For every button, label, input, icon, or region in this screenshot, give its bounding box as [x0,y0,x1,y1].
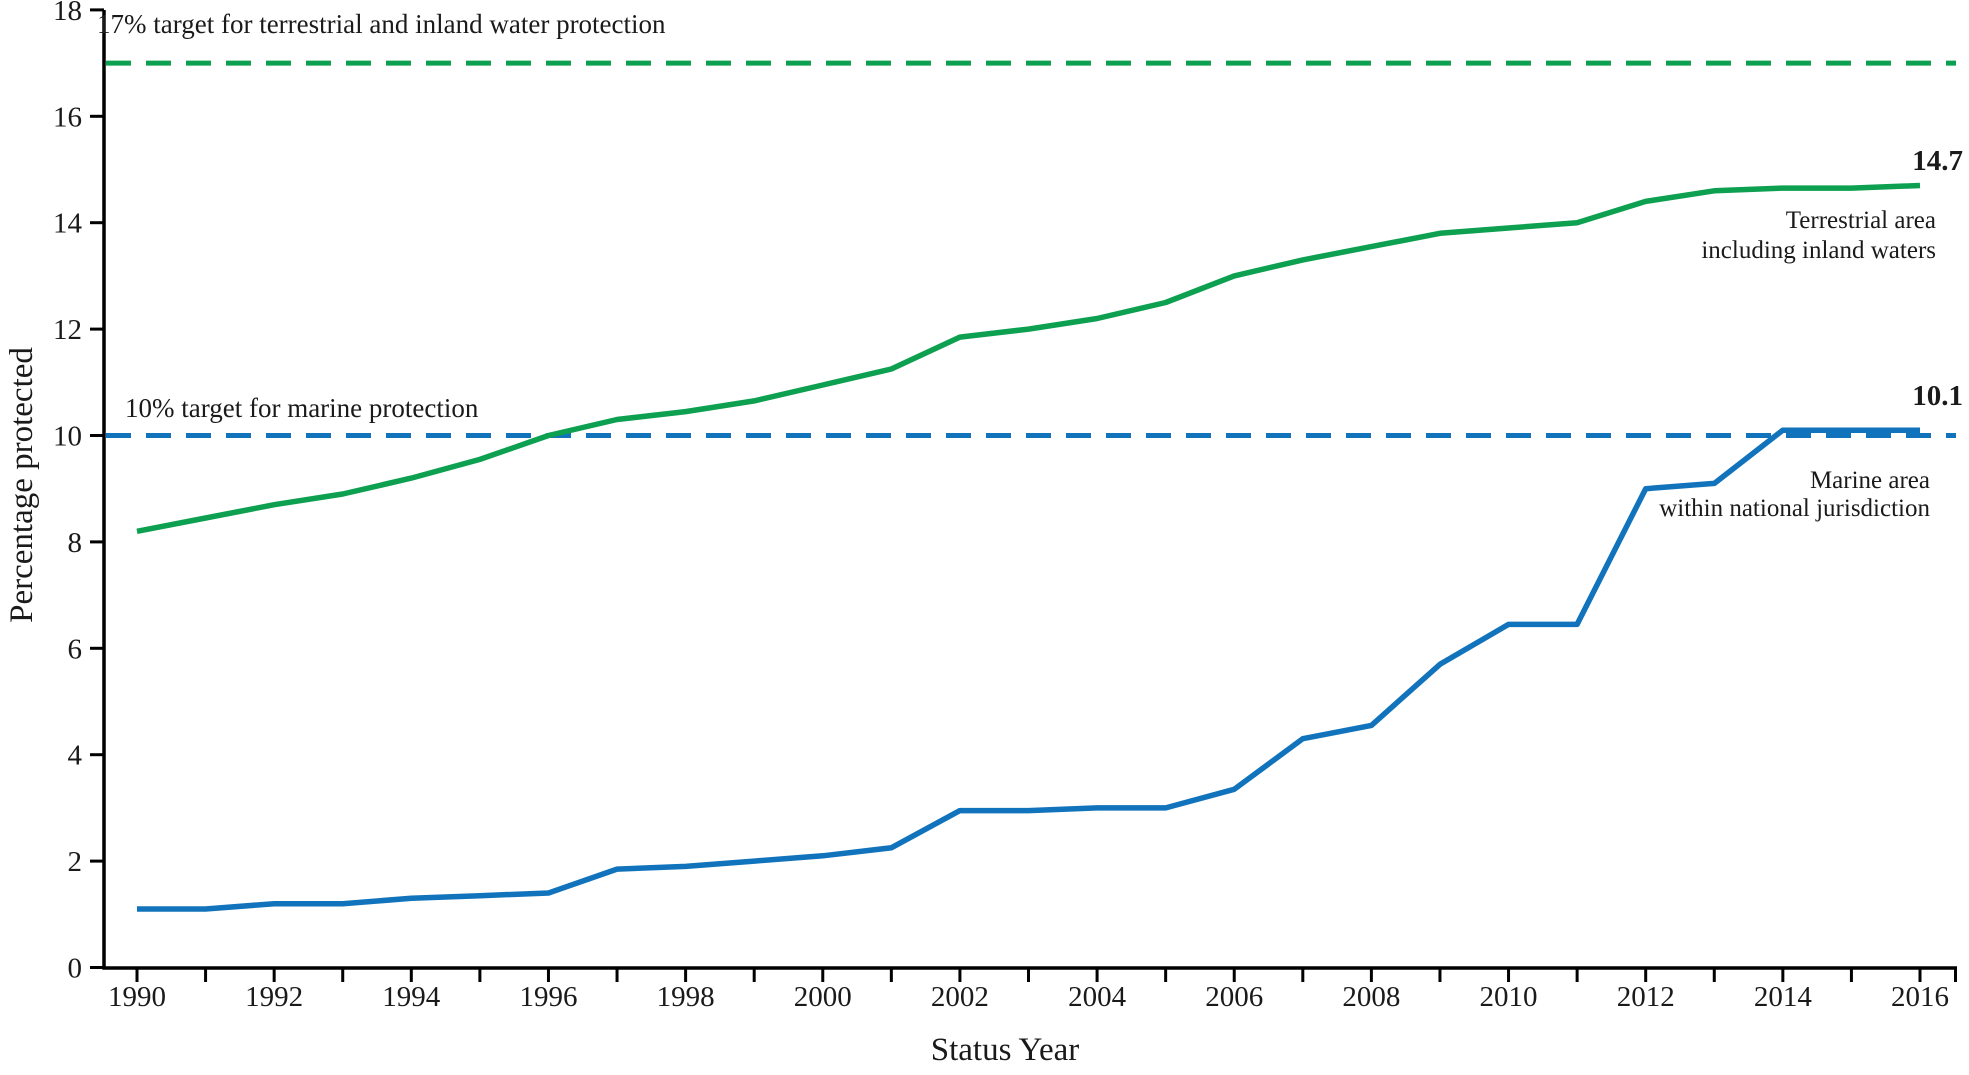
x-tick-label: 2006 [1205,981,1263,1013]
x-tick-label: 2004 [1068,981,1127,1013]
y-tick-label: 6 [68,633,83,665]
terrestrial-line [136,182,1921,534]
x-tick-label: 1994 [382,981,441,1013]
y-tick-label: 4 [68,740,83,772]
y-tick-label: 12 [53,314,82,346]
y-tick-label: 2 [68,846,83,878]
x-tick-label: 2000 [794,981,852,1013]
marine-line [137,427,1920,912]
marine-end-value: 10.1 [1912,380,1963,412]
x-tick-label: 2010 [1480,981,1538,1013]
marine-target-label: 10% target for marine protection [125,393,479,423]
x-tick-label: 2012 [1617,981,1675,1013]
x-tick-label: 2014 [1754,981,1813,1013]
terrestrial-end-value: 14.7 [1912,145,1963,177]
terrestrial-series-label-line2: including inland waters [1701,237,1936,264]
marine-series-label-line1: Marine area [1810,467,1930,494]
x-tick-label: 1990 [108,981,166,1013]
y-tick-label: 10 [53,421,82,453]
x-tick-label: 2008 [1342,981,1400,1013]
x-tick-label: 1996 [519,981,577,1013]
y-axis-title: Percentage protected [4,347,40,623]
terrestrial-target-label: 17% target for terrestrial and inland wa… [97,9,666,39]
y-tick-label: 18 [53,0,82,27]
x-tick-label: 1998 [657,981,715,1013]
y-tick-label: 0 [68,953,83,985]
x-tick-label: 2002 [931,981,989,1013]
axis-ticks [90,8,1957,982]
y-tick-label: 8 [68,527,83,559]
y-tick-label: 14 [53,208,83,240]
x-tick-label: 2016 [1891,981,1949,1013]
marine-series-label-line2: within national jurisdiction [1659,495,1930,522]
y-tick-label: 16 [53,101,82,133]
target-dashed-lines [106,60,1956,438]
terrestrial-series-label-line1: Terrestrial area [1786,207,1936,234]
x-axis-title: Status Year [931,1032,1080,1068]
axes [102,10,1957,970]
x-tick-label: 1992 [245,981,303,1013]
data-series-lines [136,182,1921,912]
axis-tick-labels: 0 2 4 6 8 10 12 14 16 18 1990 1992 1994 1996 1998 2000 2… [53,0,1949,1013]
